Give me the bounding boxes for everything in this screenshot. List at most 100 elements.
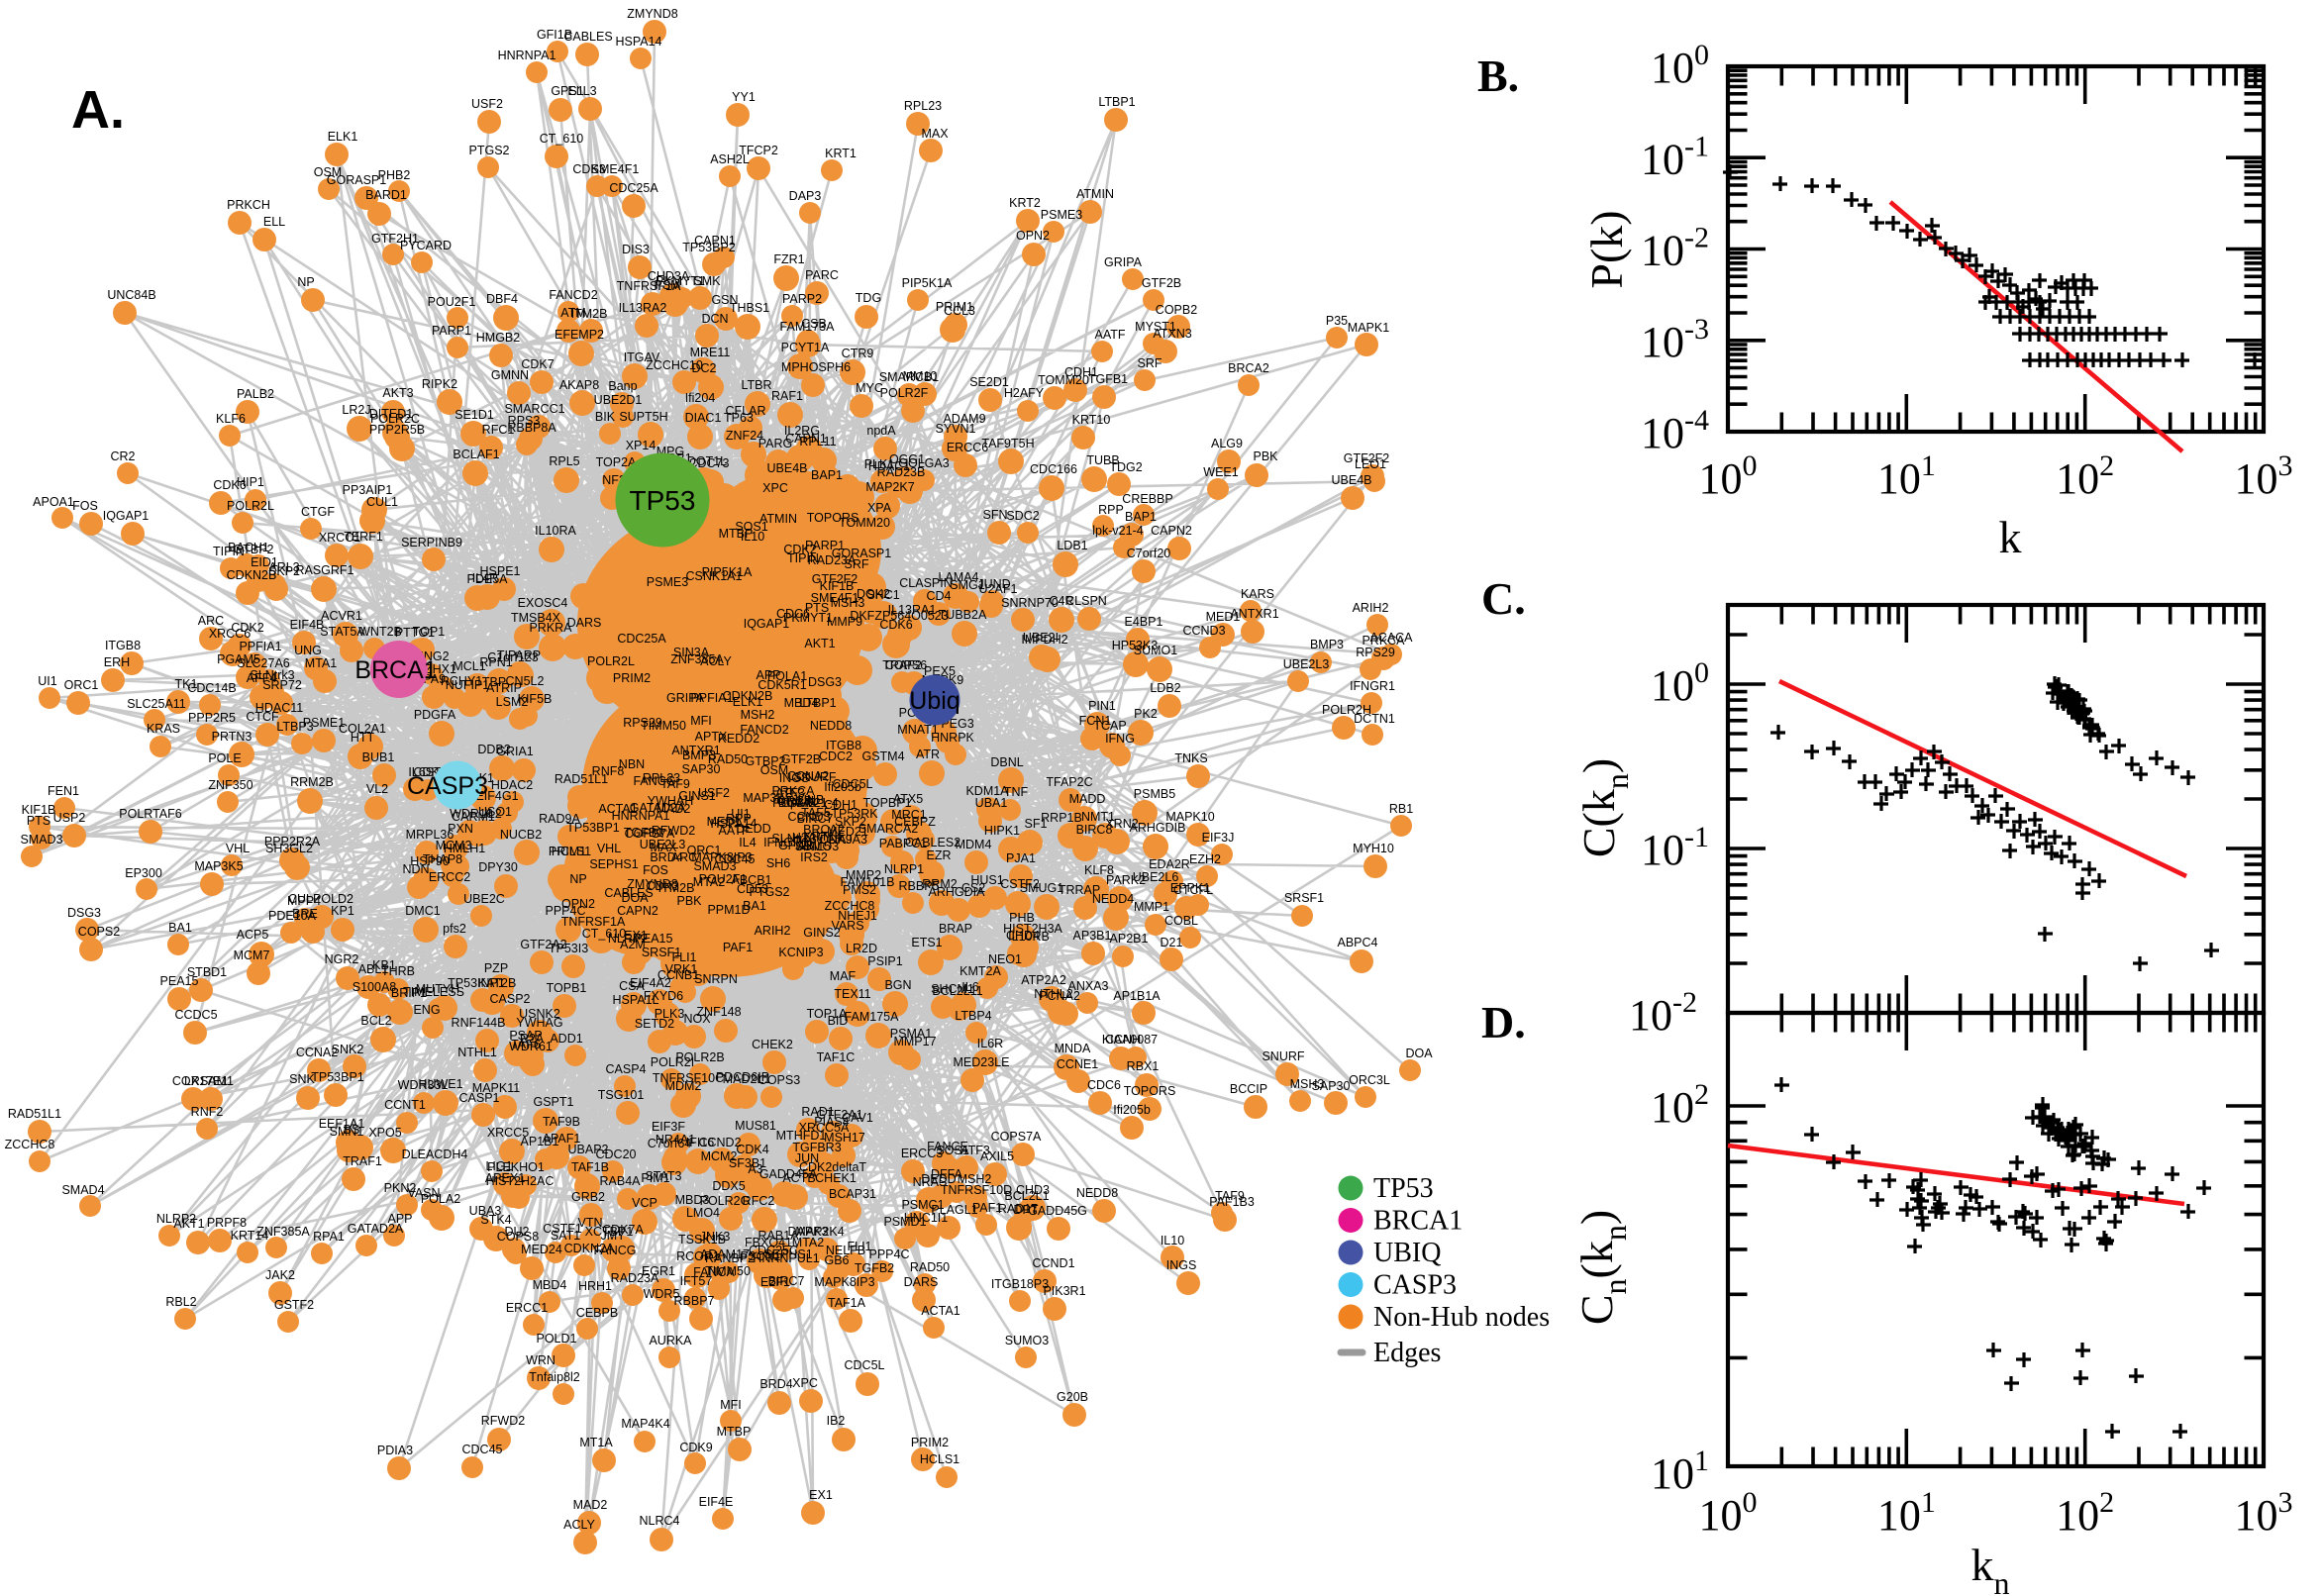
svg-text:CABLES2: CABLES2 (905, 836, 960, 849)
svg-text:PGAM5: PGAM5 (217, 652, 260, 666)
svg-text:IL6ST: IL6ST (408, 765, 442, 779)
svg-text:CSNK1A1: CSNK1A1 (686, 569, 743, 583)
svg-text:ATM: ATM (560, 306, 585, 320)
svg-text:TRRAP: TRRAP (1059, 883, 1100, 897)
svg-text:EEF1A1: EEF1A1 (319, 1117, 365, 1131)
svg-text:PTGS2: PTGS2 (750, 885, 790, 899)
svg-text:EDA2R: EDA2R (1149, 857, 1190, 871)
svg-text:KRT14: KRT14 (804, 830, 843, 844)
svg-text:Ifi205b: Ifi205b (1113, 1103, 1151, 1117)
svg-text:CDK2: CDK2 (231, 621, 263, 635)
svg-text:PSMC1: PSMC1 (901, 1198, 944, 1212)
svg-text:BCAP31: BCAP31 (829, 1187, 876, 1201)
svg-text:SNURF: SNURF (1262, 1049, 1304, 1063)
svg-text:FXYD6: FXYD6 (644, 989, 683, 1003)
svg-text:TOP2A: TOP2A (596, 455, 637, 469)
svg-text:Tnfaip8l2: Tnfaip8l2 (529, 1370, 579, 1384)
svg-text:RPA1: RPA1 (313, 1230, 345, 1244)
svg-text:IL13RA1: IL13RA1 (888, 603, 937, 617)
svg-text:SUMO1: SUMO1 (1134, 644, 1178, 657)
svg-text:RPL11: RPL11 (799, 435, 836, 449)
svg-text:CARM1: CARM1 (452, 810, 495, 824)
svg-text:PRKRA: PRKRA (529, 621, 572, 635)
svg-text:BCL2: BCL2 (360, 1014, 391, 1028)
svg-text:NLRP1: NLRP1 (884, 862, 924, 876)
svg-text:DLEACDH4: DLEACDH4 (402, 1147, 468, 1161)
svg-text:TP63: TP63 (724, 411, 754, 425)
svg-text:UBE4B: UBE4B (1332, 473, 1372, 487)
svg-text:KIAA0087: KIAA0087 (1102, 1033, 1158, 1047)
svg-text:KAT2B: KAT2B (478, 976, 517, 990)
svg-text:LDB1: LDB1 (1057, 539, 1087, 552)
svg-text:RPS3: RPS3 (508, 414, 541, 428)
svg-text:FANCG: FANCG (593, 1244, 636, 1257)
svg-text:TOMM20: TOMM20 (1038, 373, 1089, 387)
svg-text:PRIM2: PRIM2 (613, 671, 651, 685)
svg-text:EX1: EX1 (624, 929, 648, 943)
svg-text:MCM7: MCM7 (234, 948, 270, 962)
svg-text:SIN3A: SIN3A (673, 646, 710, 659)
svg-text:ERCC2: ERCC2 (429, 870, 470, 884)
svg-text:SERPINB9: SERPINB9 (401, 536, 462, 549)
svg-text:POLRTAF6: POLRTAF6 (119, 807, 181, 821)
svg-text:C1orf123: C1orf123 (487, 650, 538, 664)
svg-text:DITED1: DITED1 (369, 407, 414, 421)
svg-text:TGFBR3: TGFBR3 (792, 1141, 841, 1154)
svg-text:PPM1D: PPM1D (707, 903, 750, 917)
svg-text:UBE2I: UBE2I (1023, 631, 1059, 645)
svg-text:SRSF1: SRSF1 (642, 946, 681, 959)
svg-text:GATAD2A: GATAD2A (348, 1222, 404, 1236)
svg-text:BRCA1: BRCA1 (354, 656, 437, 684)
svg-text:ATMIN: ATMIN (1076, 187, 1114, 201)
svg-text:PKMYT1: PKMYT1 (656, 274, 705, 288)
svg-text:DCTN1: DCTN1 (1354, 712, 1395, 726)
svg-text:ADD1: ADD1 (550, 1032, 582, 1046)
svg-text:MMP17: MMP17 (893, 1035, 936, 1048)
svg-text:PSMA1: PSMA1 (890, 1027, 932, 1041)
svg-text:PPP2R5B: PPP2R5B (369, 423, 425, 437)
svg-text:ANXA3: ANXA3 (1068, 979, 1109, 993)
svg-text:PPP2R5: PPP2R5 (188, 711, 236, 725)
svg-text:WDR33L: WDR33L (398, 1078, 449, 1092)
svg-text:NR4A1: NR4A1 (656, 1133, 695, 1147)
svg-text:HUS1: HUS1 (970, 873, 1003, 887)
svg-text:SF1: SF1 (1025, 817, 1048, 831)
svg-text:MTBP: MTBP (717, 1425, 752, 1439)
svg-text:AKT3: AKT3 (382, 386, 413, 400)
svg-text:OGG1: OGG1 (889, 452, 925, 466)
svg-text:MSH2: MSH2 (741, 708, 775, 722)
svg-text:MAPK10: MAPK10 (1165, 810, 1214, 824)
svg-text:NEDD4: NEDD4 (1092, 892, 1134, 906)
svg-text:TERF1: TERF1 (344, 530, 383, 544)
svg-text:GSTF2: GSTF2 (274, 1298, 314, 1312)
svg-text:CDH1: CDH1 (824, 798, 858, 812)
svg-text:PJA1: PJA1 (1006, 851, 1036, 865)
svg-text:SMK: SMK (693, 274, 721, 288)
svg-text:R2A: R2A (520, 1032, 545, 1046)
svg-text:MUS81: MUS81 (735, 1119, 776, 1133)
svg-text:POU2F1: POU2F1 (428, 295, 476, 309)
svg-text:NHEJ1: NHEJ1 (838, 909, 877, 923)
svg-text:AP1B1: AP1B1 (521, 1135, 559, 1148)
svg-text:APAF1: APAF1 (543, 1132, 581, 1146)
svg-text:TNFRSF10D: TNFRSF10D (941, 1183, 1012, 1197)
svg-text:MTA1: MTA1 (305, 656, 337, 670)
svg-text:GINS1: GINS1 (678, 789, 716, 803)
svg-text:EID1: EID1 (251, 555, 278, 569)
svg-text:LMO4: LMO4 (686, 1206, 720, 1220)
svg-text:UBE2D1: UBE2D1 (594, 393, 643, 407)
svg-text:lpk-v21-4: lpk-v21-4 (1092, 524, 1143, 538)
svg-text:PAF1: PAF1 (972, 1201, 1002, 1215)
svg-text:NLRC4: NLRC4 (640, 1514, 680, 1528)
svg-text:NLRP2: NLRP2 (608, 932, 648, 946)
svg-text:ZHX1: ZHX1 (425, 662, 456, 676)
svg-text:RAD23A: RAD23A (611, 1271, 659, 1285)
svg-text:JMY: JMY (601, 1229, 627, 1243)
svg-text:HSP90: HSP90 (410, 854, 450, 868)
svg-text:JUN: JUN (795, 1151, 819, 1165)
svg-text:ANTXR1: ANTXR1 (1230, 607, 1278, 621)
svg-text:ATF3: ATF3 (960, 1144, 990, 1157)
svg-text:CLSPN: CLSPN (1065, 594, 1107, 608)
svg-text:LR2D: LR2D (846, 942, 877, 955)
svg-text:APEX1: APEX1 (485, 1171, 525, 1185)
